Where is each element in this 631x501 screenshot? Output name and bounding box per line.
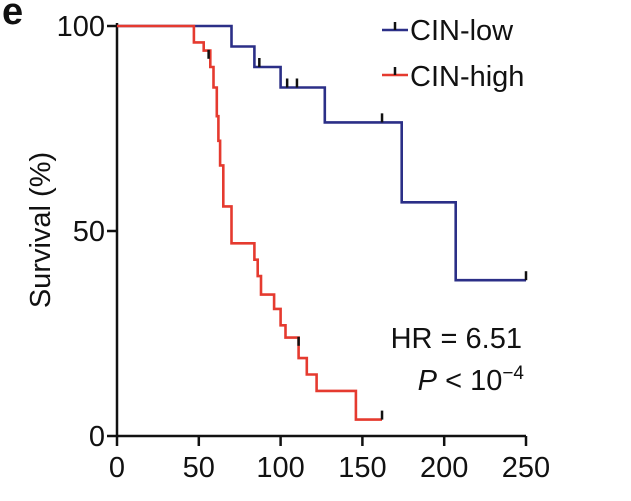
x-tick-label-200: 200 bbox=[420, 452, 468, 484]
x-tick-label-250: 250 bbox=[502, 452, 550, 484]
p-value: P < 10−4 bbox=[418, 363, 525, 397]
legend: CIN-low CIN-high bbox=[382, 15, 524, 93]
p-symbol: P bbox=[418, 365, 438, 397]
y-tick-label-50: 50 bbox=[73, 216, 105, 248]
y-tick-label-100: 100 bbox=[57, 11, 105, 43]
legend-label-cin-high: CIN-high bbox=[410, 61, 524, 93]
hazard-ratio: HR = 6.51 bbox=[391, 323, 522, 355]
series-layer bbox=[117, 24, 528, 421]
series-line-cin-high bbox=[117, 24, 382, 421]
axes bbox=[115, 23, 526, 438]
y-tick-label-0: 0 bbox=[89, 421, 105, 453]
x-tick-label-0: 0 bbox=[109, 452, 125, 484]
legend-label-cin-low: CIN-low bbox=[410, 15, 514, 47]
y-axis-title: Survival (%) bbox=[25, 152, 57, 308]
x-ticks: 0 50 100 150 200 250 bbox=[109, 436, 550, 484]
series-line-cin-low bbox=[117, 24, 526, 282]
legend-item-cin-low: CIN-low bbox=[382, 15, 514, 47]
panel-letter: e bbox=[2, 0, 23, 33]
y-ticks: 0 50 100 bbox=[57, 11, 117, 453]
x-tick-label-150: 150 bbox=[338, 452, 386, 484]
statistics-annotation: HR = 6.51 P < 10−4 bbox=[391, 323, 525, 397]
p-relation: < 10 bbox=[437, 365, 502, 397]
legend-item-cin-high: CIN-high bbox=[382, 61, 524, 93]
x-tick-label-50: 50 bbox=[183, 452, 215, 484]
x-tick-label-100: 100 bbox=[256, 452, 304, 484]
p-exponent: −4 bbox=[502, 363, 524, 384]
